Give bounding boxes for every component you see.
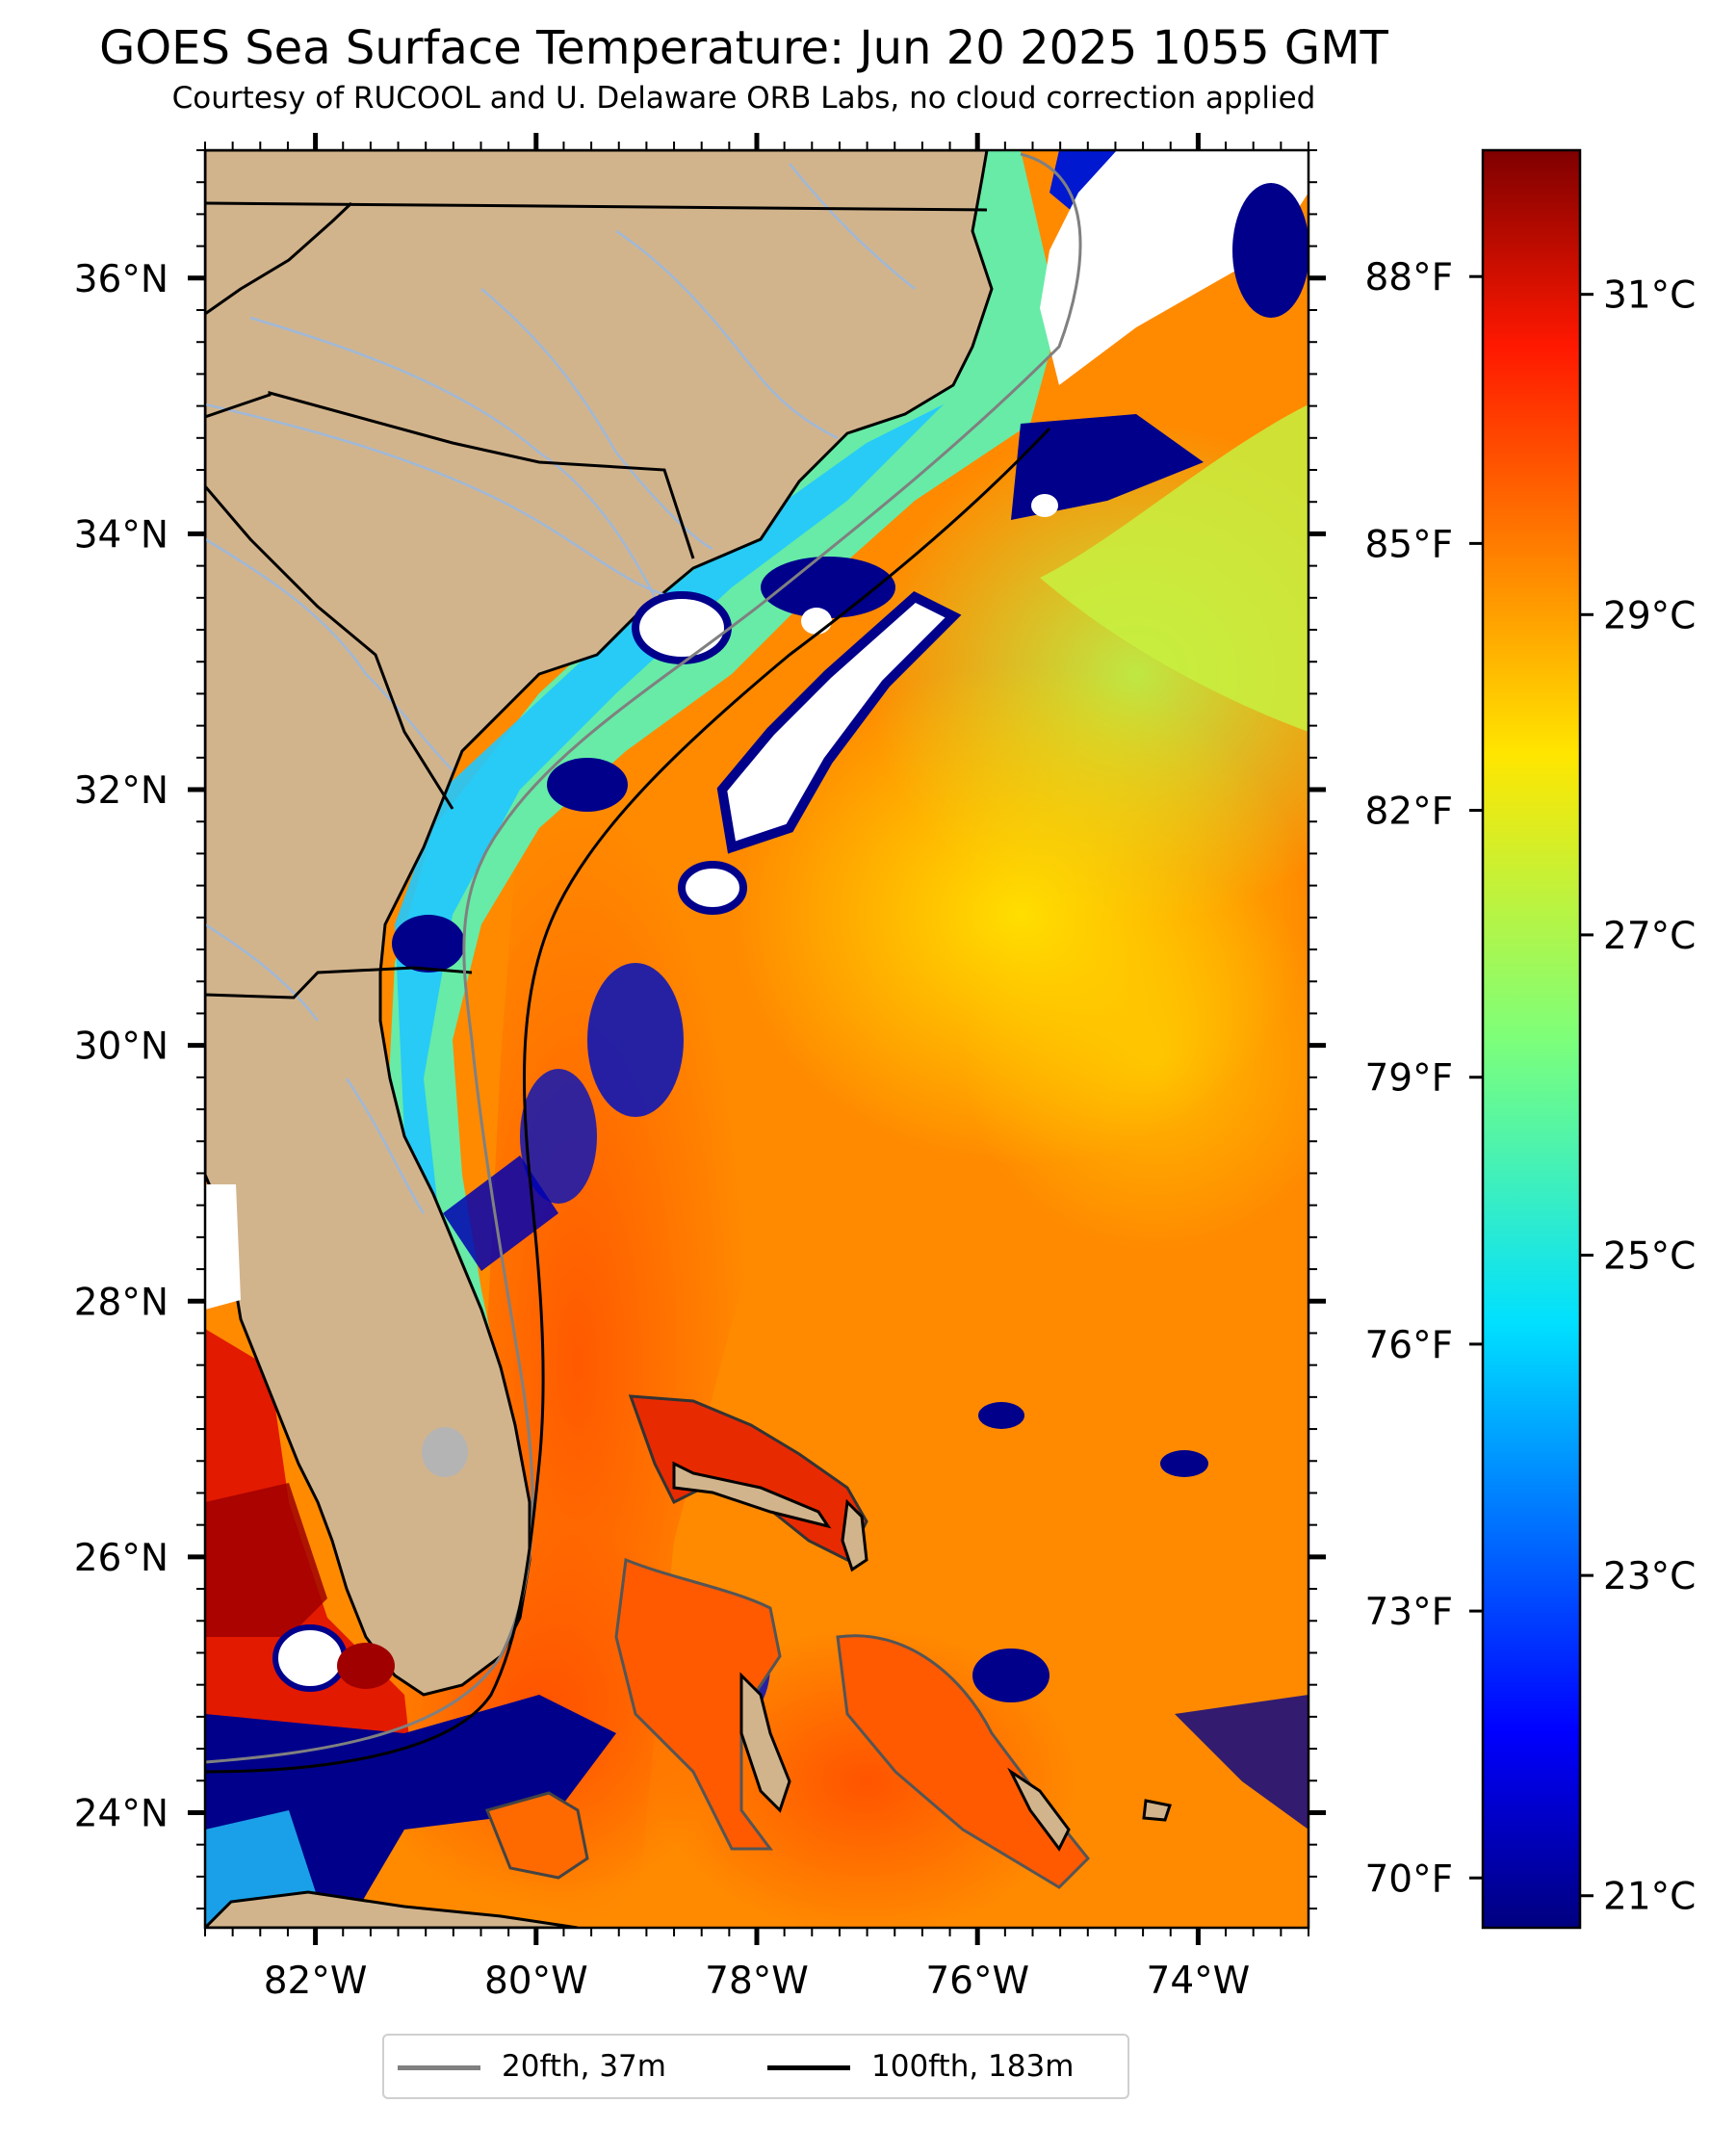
rivers bbox=[205, 163, 916, 1214]
fahrenheit-tick-label: 88°F bbox=[1364, 256, 1453, 299]
great-bahama-bank bbox=[614, 1557, 782, 1851]
legend-swatch-gray bbox=[398, 2065, 480, 2070]
andros-island bbox=[739, 1672, 791, 1813]
lon-tick-label: 82°W bbox=[264, 1960, 368, 2003]
lat-tick-label: 34°N bbox=[74, 513, 168, 557]
celsius-tick-label: 21°C bbox=[1603, 1876, 1696, 1919]
colorbar bbox=[1481, 148, 1582, 1930]
cloud-mask-charleston bbox=[632, 591, 732, 664]
lon-tick-label: 76°W bbox=[925, 1960, 1029, 2003]
isobath-20fth bbox=[205, 152, 1082, 1764]
lat-tick-label: 26°N bbox=[74, 1537, 168, 1580]
cay-sal-bank bbox=[484, 1791, 589, 1880]
colorbar-fahrenheit-axis: 70°F 73°F 76°F 79°F 82°F 85°F 88°F bbox=[1364, 256, 1483, 1901]
fahrenheit-tick-label: 76°F bbox=[1364, 1324, 1453, 1367]
fahrenheit-tick-label: 85°F bbox=[1364, 523, 1453, 566]
legend-swatch-black bbox=[767, 2065, 850, 2070]
lat-tick-label: 24°N bbox=[74, 1792, 168, 1835]
legend-item-100fth: 100fth, 183m bbox=[767, 2036, 1074, 2097]
legend-label-100fth: 100fth, 183m bbox=[871, 2049, 1075, 2084]
map-subtitle: Courtesy of RUCOOL and U. Delaware ORB L… bbox=[171, 81, 1316, 116]
legend-label-20fth: 20fth, 37m bbox=[502, 2049, 666, 2084]
us-southeast-land bbox=[205, 150, 994, 1697]
celsius-tick-label: 27°C bbox=[1603, 915, 1696, 958]
celsius-tick-label: 23°C bbox=[1603, 1555, 1696, 1598]
grand-bahama-island bbox=[672, 1461, 832, 1529]
lon-tick-label: 74°W bbox=[1147, 1960, 1251, 2003]
cuba-land bbox=[205, 1890, 579, 1928]
longitude-axis: 82°W 80°W 78°W 76°W 74°W bbox=[204, 133, 1309, 2003]
lake-okeechobee bbox=[422, 1427, 468, 1477]
isobath-100fth bbox=[205, 427, 1051, 1774]
map-title: GOES Sea Surface Temperature: Jun 20 202… bbox=[99, 21, 1388, 75]
lat-tick-label: 30°N bbox=[74, 1026, 168, 1069]
lat-tick-label: 36°N bbox=[74, 258, 168, 301]
celsius-tick-label: 29°C bbox=[1603, 594, 1696, 637]
lon-tick-label: 78°W bbox=[705, 1960, 809, 2003]
lat-tick-label: 32°N bbox=[74, 769, 168, 813]
colorbar-celsius-axis: 21°C 23°C 25°C 27°C 29°C 31°C bbox=[1580, 274, 1696, 1919]
state-borders bbox=[205, 201, 988, 1000]
lat-tick-label: 28°N bbox=[74, 1281, 168, 1324]
fahrenheit-tick-label: 79°F bbox=[1364, 1057, 1453, 1101]
fahrenheit-tick-label: 82°F bbox=[1364, 791, 1453, 834]
lon-tick-label: 80°W bbox=[484, 1960, 588, 2003]
cloud-mask-gulf bbox=[272, 1624, 348, 1692]
legend-item-20fth: 20fth, 37m bbox=[398, 2036, 666, 2097]
legend: 20fth, 37m 100fth, 183m bbox=[382, 2034, 1129, 2099]
celsius-tick-label: 31°C bbox=[1603, 274, 1696, 318]
latitude-axis: 24°N 26°N 28°N 30°N 32°N 34°N 36°N bbox=[74, 149, 1326, 1910]
map-area bbox=[205, 150, 1308, 1928]
fahrenheit-tick-label: 73°F bbox=[1364, 1591, 1453, 1634]
celsius-tick-label: 25°C bbox=[1603, 1235, 1696, 1279]
cloud-mask-gulfstream bbox=[716, 591, 962, 854]
fahrenheit-tick-label: 70°F bbox=[1364, 1857, 1453, 1901]
